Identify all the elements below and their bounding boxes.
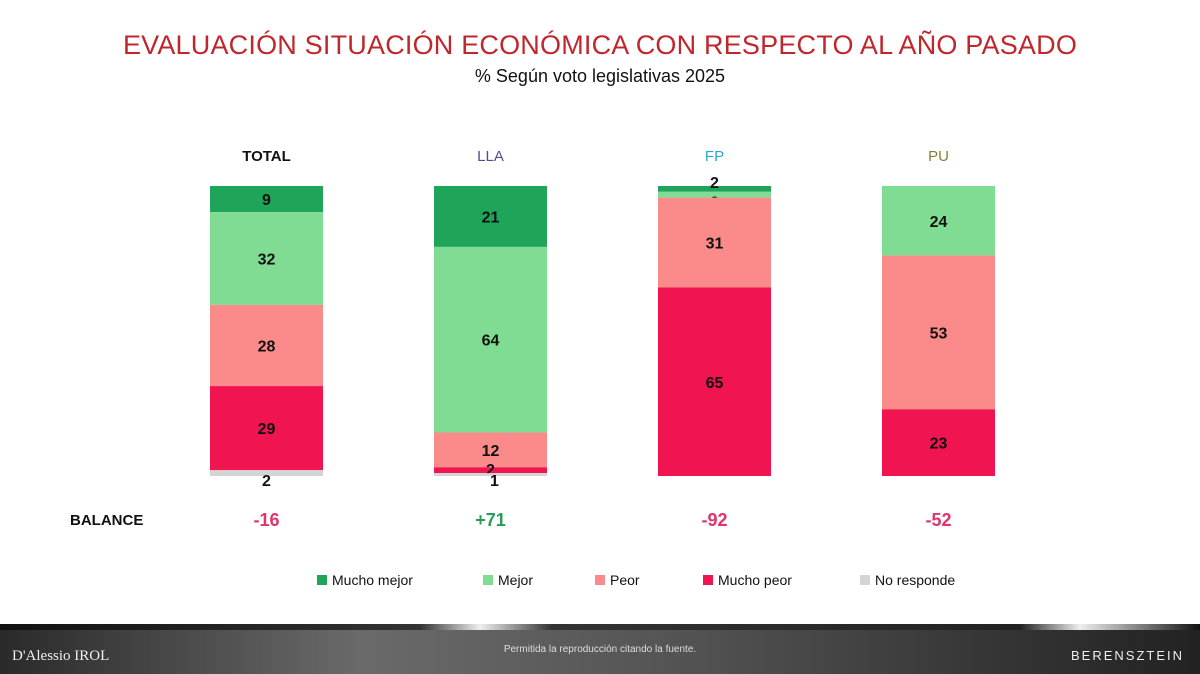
category-label-pu: PU (928, 148, 949, 165)
bar-segment-fp-peor (658, 197, 771, 288)
legend-swatch-peor (595, 575, 605, 585)
data-label: 65 (706, 375, 724, 392)
legend-label-peor: Peor (610, 572, 640, 588)
stacked-bar-chart: TOTAL93228292-16LLA21641221+71FP223165-9… (70, 148, 995, 588)
bar-segment-total-mucho-mejor (210, 186, 323, 213)
data-label: 31 (706, 236, 724, 253)
data-label: 28 (258, 339, 276, 356)
data-label: 24 (930, 214, 948, 231)
bar-segment-lla-no-responde (434, 473, 547, 476)
bar-segment-fp-mucho-peor (658, 287, 771, 476)
balance-label: BALANCE (70, 512, 143, 529)
bar-segment-lla-mucho-peor (434, 467, 547, 474)
footer-divider (0, 624, 1200, 632)
legend-swatch-mucho-peor (703, 575, 713, 585)
balance-value-fp: -92 (701, 510, 727, 530)
legend-label-mucho-mejor: Mucho mejor (332, 572, 413, 588)
bar-segment-lla-peor (434, 432, 547, 468)
balance-value-total: -16 (253, 510, 279, 530)
category-label-total: TOTAL (242, 148, 291, 165)
chart-title: EVALUACIÓN SITUACIÓN ECONÓMICA CON RESPE… (122, 30, 1078, 60)
category-label-lla: LLA (477, 148, 504, 165)
bar-segment-pu-peor (882, 255, 995, 410)
legend-label-mejor: Mejor (498, 572, 533, 588)
data-label: 2 (710, 175, 719, 192)
chart-subtitle: % Según voto legislativas 2025 (474, 66, 726, 86)
data-label: 12 (482, 443, 500, 460)
data-label: 21 (482, 209, 500, 226)
data-label: 29 (258, 421, 276, 438)
balance-value-lla: +71 (475, 510, 506, 530)
dalessio-logo: D'Alessio IROL (12, 648, 110, 664)
legend-swatch-mejor (483, 575, 493, 585)
category-label-fp: FP (705, 148, 724, 165)
bar-segment-total-mucho-peor (210, 386, 323, 471)
footer: D'Alessio IROL Permitida la reproducción… (0, 630, 1200, 674)
bar-segment-lla-mucho-mejor (434, 186, 547, 247)
footer-note: Permitida la reproducción citando la fue… (503, 644, 697, 655)
legend-label-no-responde: No responde (875, 572, 955, 588)
bar-segment-pu-mucho-peor (882, 409, 995, 476)
bar-segment-fp-mejor (658, 191, 771, 198)
bar-segment-total-no-responde (210, 470, 323, 476)
legend-swatch-mucho-mejor (317, 575, 327, 585)
data-label: 32 (258, 252, 276, 269)
bar-segment-total-mejor (210, 212, 323, 305)
data-label: 53 (930, 325, 948, 342)
data-label: 2 (486, 462, 495, 479)
data-label: 2 (262, 473, 271, 490)
data-label: 64 (482, 333, 500, 350)
data-label: 23 (930, 436, 948, 453)
balance-value-pu: -52 (925, 510, 951, 530)
legend-swatch-no-responde (860, 575, 870, 585)
legend-label-mucho-peor: Mucho peor (718, 572, 792, 588)
bar-segment-fp-mucho-mejor (658, 186, 771, 192)
data-label: 1 (490, 473, 499, 490)
bar-segment-total-peor (210, 304, 323, 387)
data-label: 9 (262, 192, 271, 209)
berensztein-logo: BERENSZTEIN (1070, 648, 1184, 663)
bar-segment-lla-mejor (434, 246, 547, 433)
bar-segment-pu-mejor (882, 186, 995, 256)
